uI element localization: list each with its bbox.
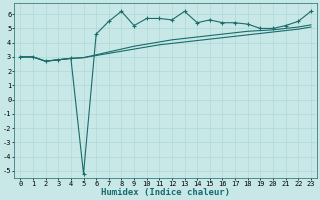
X-axis label: Humidex (Indice chaleur): Humidex (Indice chaleur) — [101, 188, 230, 197]
